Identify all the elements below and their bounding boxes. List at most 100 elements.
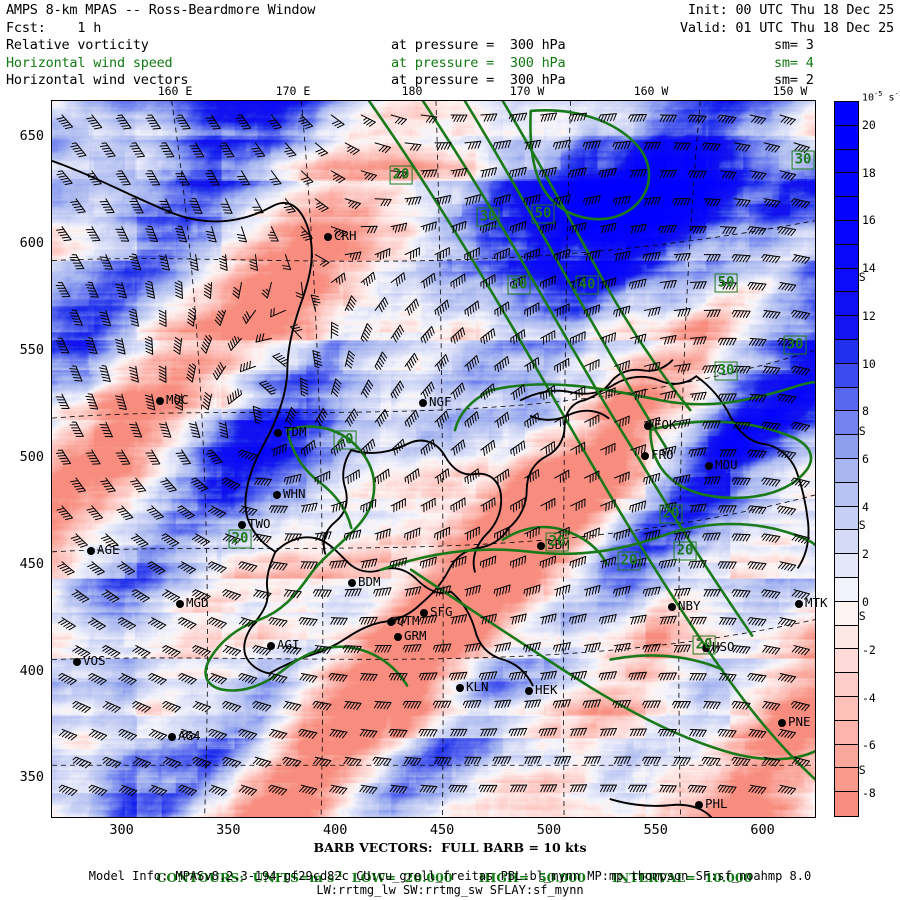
wind-barb	[450, 114, 468, 123]
wind-barb	[747, 617, 767, 627]
windspeed-contour-se	[409, 568, 815, 761]
wind-barb	[148, 784, 168, 797]
wind-barb	[569, 331, 586, 345]
colorbar-swatch	[835, 577, 858, 602]
wind-barb	[114, 337, 126, 355]
wind-barb	[390, 615, 408, 625]
wind-barb	[158, 254, 170, 271]
wind-barb	[642, 251, 661, 262]
wind-barb	[448, 671, 468, 681]
wind-barb	[791, 589, 810, 600]
wind-barb	[702, 532, 721, 541]
wind-barb	[160, 477, 177, 493]
colorbar-tick-label: -8	[862, 786, 876, 801]
latitude-gridline	[52, 220, 815, 262]
colorbar-unit-text: 10	[862, 92, 875, 104]
wind-barb	[295, 282, 304, 299]
wind-barb	[192, 756, 212, 769]
wind-barb	[791, 533, 810, 544]
wind-barb	[480, 167, 498, 178]
wind-barb	[673, 587, 691, 597]
wind-barb	[791, 309, 811, 320]
wind-barb	[161, 533, 180, 547]
wind-barb	[117, 617, 137, 631]
wind-barb	[600, 387, 616, 400]
colorbar-swatch	[835, 625, 858, 650]
wind-barb	[132, 645, 151, 658]
wind-barb	[86, 114, 103, 130]
wind-barb	[658, 728, 677, 737]
wind-barb	[222, 645, 242, 657]
wind-barb	[761, 421, 781, 431]
wind-barb	[330, 272, 346, 285]
wind-barb	[300, 502, 318, 513]
contour-high: HIGH= 50.000	[478, 870, 586, 886]
wind-barb	[539, 167, 557, 178]
colorbar-swatch	[835, 435, 858, 459]
wind-barb	[208, 617, 227, 629]
wind-barb	[159, 421, 172, 438]
longitude-gridline	[171, 101, 208, 817]
colorbar-swatch	[835, 506, 858, 531]
wind-barb	[132, 756, 152, 769]
wind-barb	[554, 413, 570, 427]
station-dot-icon	[348, 579, 356, 587]
wind-barb	[69, 421, 84, 437]
x-axis-tick-label: 600	[750, 822, 775, 838]
wind-barb	[642, 586, 661, 597]
wind-barb	[642, 756, 661, 765]
wind-barb	[689, 225, 707, 234]
wind-barb	[374, 248, 391, 260]
contour-label: 40	[575, 275, 599, 295]
colorbar-tick-label: 12	[862, 308, 876, 323]
station-label: WHN	[283, 486, 306, 501]
wind-barb	[267, 226, 279, 242]
wind-barb	[793, 142, 810, 154]
wind-barb	[237, 170, 251, 186]
map-plot-area[interactable]	[51, 100, 816, 818]
wind-barb	[238, 561, 258, 572]
wind-barb	[672, 197, 691, 206]
wind-barb	[524, 699, 542, 709]
wind-barb	[299, 672, 318, 683]
wind-barb	[239, 360, 256, 373]
wind-barb	[629, 168, 647, 178]
field-smoothing-windvectors: sm= 2	[774, 72, 814, 88]
wind-barb	[494, 699, 512, 709]
wind-barb	[731, 254, 751, 263]
colorbar-swatch	[835, 673, 858, 697]
wind-barb	[689, 616, 707, 625]
wind-barb	[777, 505, 797, 516]
wind-barb	[554, 469, 570, 483]
wind-barb	[598, 167, 617, 178]
wind-barb	[312, 700, 332, 711]
wind-barb	[658, 224, 677, 234]
wind-barb	[58, 672, 77, 686]
wind-barb	[524, 412, 540, 429]
wind-barb	[330, 114, 345, 129]
wind-barb	[235, 114, 252, 130]
station-label: CRH	[334, 228, 357, 243]
wind-barb	[612, 699, 631, 709]
wind-barb	[540, 670, 557, 681]
wind-barb	[101, 589, 120, 603]
wind-barb	[554, 358, 570, 373]
wind-barb	[255, 333, 272, 343]
wind-barb	[330, 617, 348, 626]
wind-barb	[599, 784, 618, 793]
colorbar-units: 10-5 s-1	[862, 90, 900, 104]
wind-barb	[358, 616, 378, 625]
wind-barb	[300, 226, 313, 241]
wind-barb	[614, 360, 630, 372]
y-axis-tick-label: 500	[19, 448, 44, 465]
wind-barb	[173, 336, 183, 355]
wind-barb	[269, 505, 288, 514]
station-label: FRO	[651, 447, 674, 462]
wind-barb	[614, 642, 631, 653]
wind-barb	[206, 449, 223, 465]
wind-barb	[420, 114, 438, 124]
wind-barb	[777, 672, 797, 683]
wind-barb	[600, 222, 617, 234]
x-axis-tick-label: 500	[536, 822, 562, 838]
wind-barb	[778, 282, 797, 292]
